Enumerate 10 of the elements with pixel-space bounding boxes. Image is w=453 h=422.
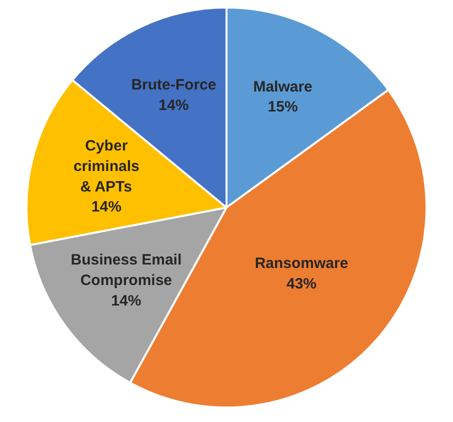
slice-label: Malware	[253, 78, 312, 96]
data-label: 14%	[111, 292, 142, 310]
slice-label: Cyber criminals & APTs	[73, 138, 140, 196]
slice-label: Brute-Force	[131, 76, 216, 94]
slice-label: Ransomware	[254, 254, 348, 272]
slice-label: Business Email Compromise	[70, 251, 182, 289]
data-label: 43%	[286, 275, 317, 292]
data-label: 14%	[158, 97, 189, 114]
data-label: 15%	[268, 98, 298, 116]
data-label: 14%	[91, 198, 122, 216]
